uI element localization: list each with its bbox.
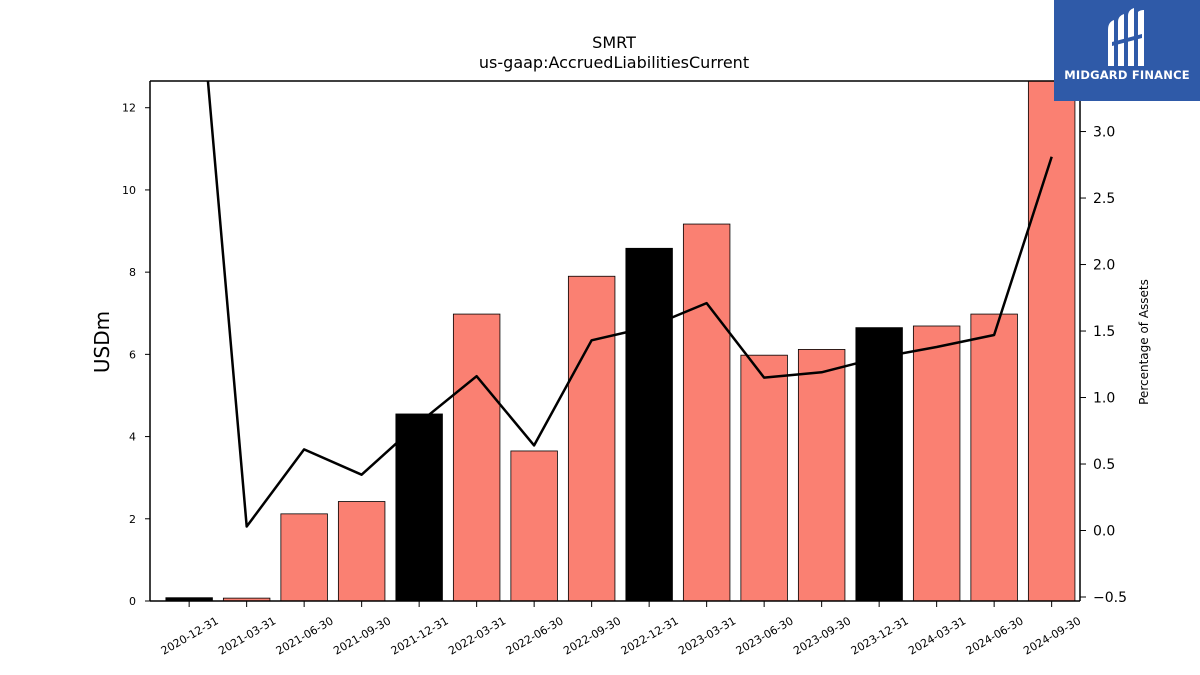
bar-2024-09-30 bbox=[1027, 80, 1076, 602]
y-tick-label: 12 bbox=[122, 102, 136, 115]
bar-2023-09-30 bbox=[797, 349, 846, 602]
midgard-logo-icon bbox=[1108, 8, 1144, 66]
x-tick-label: 2024-09-30 bbox=[1021, 614, 1083, 657]
x-tick-label: 2023-03-31 bbox=[676, 614, 738, 657]
x-tick-label: 2022-12-31 bbox=[619, 614, 681, 657]
x-tick-label: 2024-06-30 bbox=[964, 614, 1026, 657]
bar-series bbox=[165, 80, 1076, 602]
x-tick-label: 2023-12-31 bbox=[849, 614, 911, 657]
bar-2022-09-30 bbox=[567, 275, 616, 602]
x-tick-label: 2023-06-30 bbox=[734, 614, 796, 657]
x-tick-label: 2021-03-31 bbox=[216, 614, 278, 657]
y-tick-label: 0 bbox=[129, 595, 136, 608]
logo-text: MIDGARD FINANCE bbox=[1064, 68, 1190, 82]
bar-2023-06-30 bbox=[740, 354, 788, 602]
x-tick-label: 2022-09-30 bbox=[561, 614, 623, 657]
y2-tick-label: 1.0 bbox=[1093, 391, 1115, 407]
y2-tick-label: 3.0 bbox=[1093, 125, 1115, 141]
y2-tick-label: −0.5 bbox=[1093, 590, 1127, 606]
x-tick-label: 2021-06-30 bbox=[274, 614, 336, 657]
percentage-line bbox=[206, 81, 1053, 528]
percentage-line-series bbox=[206, 81, 1053, 528]
bar-2023-12-31 bbox=[855, 327, 903, 602]
bar-2021-06-30 bbox=[280, 513, 328, 602]
y2-tick-label: 2.5 bbox=[1093, 191, 1115, 207]
x-tick-label: 2023-09-30 bbox=[791, 614, 853, 657]
x-tick-label: 2022-03-31 bbox=[446, 614, 508, 657]
y2-tick-label: 2.0 bbox=[1093, 258, 1115, 274]
bar-2021-12-31 bbox=[395, 413, 443, 602]
y-tick-label: 8 bbox=[129, 266, 136, 279]
y2-axis-label: Percentage of Assets bbox=[1137, 279, 1151, 405]
bar-2021-09-30 bbox=[337, 501, 386, 602]
y2-tick-label: 1.5 bbox=[1093, 324, 1115, 340]
bar-2022-03-31 bbox=[452, 313, 501, 602]
y-tick-label: 6 bbox=[129, 348, 136, 361]
y2-tick-label: 0.0 bbox=[1093, 524, 1115, 540]
y-axis-label: USDm bbox=[90, 311, 114, 373]
bar-2024-03-31 bbox=[912, 325, 961, 602]
bar-2022-06-30 bbox=[510, 450, 558, 602]
x-tick-label: 2021-09-30 bbox=[331, 614, 393, 657]
x-tick-label: 2024-03-31 bbox=[906, 614, 968, 657]
x-tick-label: 2021-12-31 bbox=[389, 614, 451, 657]
chart-title: SMRT bbox=[592, 33, 636, 52]
chart-subtitle: us-gaap:AccruedLiabilitiesCurrent bbox=[479, 53, 749, 72]
bar-2024-06-30 bbox=[970, 313, 1018, 602]
midgard-finance-logo: MIDGARD FINANCE bbox=[1054, 0, 1200, 101]
y2-tick-label: 0.5 bbox=[1093, 457, 1115, 473]
y-tick-label: 10 bbox=[122, 184, 136, 197]
bar-2023-03-31 bbox=[682, 223, 731, 602]
y-tick-label: 4 bbox=[129, 431, 136, 444]
bar-2022-12-31 bbox=[625, 247, 673, 602]
x-tick-label: 2020-12-31 bbox=[159, 614, 221, 657]
x-tick-label: 2022-06-30 bbox=[504, 614, 566, 657]
y-tick-label: 2 bbox=[129, 513, 136, 526]
